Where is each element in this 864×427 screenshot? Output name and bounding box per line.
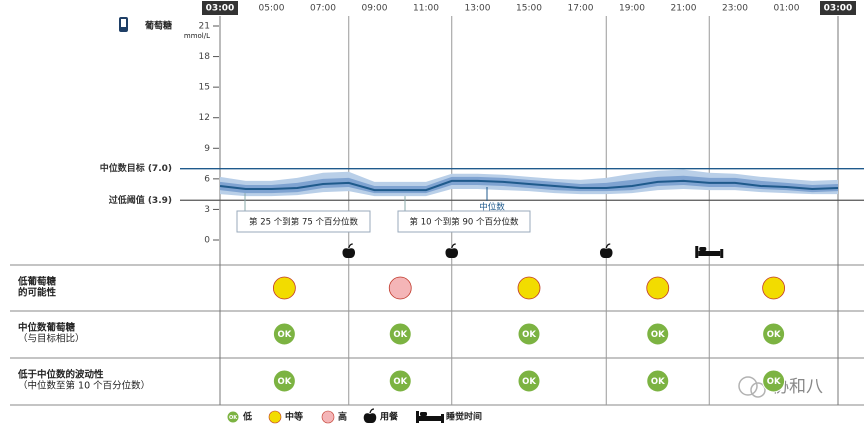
sleep-icon-pillow bbox=[699, 247, 707, 251]
legend-meal-icon bbox=[363, 408, 377, 423]
meal-icon-body bbox=[445, 248, 459, 258]
y-tick-label: 3 bbox=[204, 205, 210, 215]
sleep-icon-frame bbox=[695, 246, 699, 258]
status-label: OK bbox=[767, 377, 781, 387]
y-tick-label: 21 bbox=[199, 22, 210, 32]
sleep-icon bbox=[695, 246, 724, 258]
legend-label: 低 bbox=[242, 411, 252, 423]
x-tick-highlight bbox=[202, 1, 238, 15]
annotation-label: 中位数 bbox=[479, 202, 505, 213]
meal-icon-leaf bbox=[369, 408, 375, 414]
status-circle bbox=[762, 276, 786, 300]
y-tick-label: 12 bbox=[199, 113, 210, 123]
x-tick-label: 19:00 bbox=[619, 4, 645, 14]
legend-label: 用餐 bbox=[379, 411, 399, 423]
sleep-icon-frame bbox=[720, 249, 724, 258]
legend-swatch bbox=[268, 410, 282, 424]
meal-icon-body bbox=[342, 248, 356, 258]
y-tick-label: 15 bbox=[199, 83, 210, 93]
meal-icon bbox=[342, 243, 356, 258]
x-tick-label: 07:00 bbox=[310, 4, 336, 14]
status-circle bbox=[646, 369, 670, 393]
x-tick-highlight bbox=[820, 1, 856, 15]
status-label: OK bbox=[767, 330, 781, 340]
annotation-box bbox=[236, 210, 371, 233]
status-label: OK bbox=[522, 377, 536, 387]
y-tick-label: 6 bbox=[204, 174, 210, 184]
row-label: 的可能性 bbox=[18, 287, 57, 299]
legend-swatch bbox=[226, 410, 240, 424]
row-label: 低于中位数的波动性 bbox=[17, 369, 104, 381]
status-circle bbox=[646, 322, 670, 346]
reference-label: 中位数目标 (7.0) bbox=[100, 162, 172, 174]
x-tick-label: 11:00 bbox=[413, 4, 439, 14]
meal-icon bbox=[599, 243, 613, 258]
status-circle bbox=[762, 322, 786, 346]
annotation-box bbox=[397, 210, 531, 233]
status-circle bbox=[762, 369, 786, 393]
legend-label: 中等 bbox=[285, 411, 303, 423]
meal-icon-leaf bbox=[605, 243, 611, 249]
legend-swatch bbox=[321, 410, 335, 424]
legend-sleep-icon bbox=[416, 411, 444, 423]
status-label: OK bbox=[651, 330, 665, 340]
status-circle bbox=[272, 276, 296, 300]
status-label: OK bbox=[277, 377, 291, 387]
x-tick-label: 21:00 bbox=[671, 4, 697, 14]
median-line bbox=[219, 179, 839, 192]
sleep-icon-frame bbox=[416, 411, 419, 423]
x-tick-label: 13:00 bbox=[465, 4, 491, 14]
y-tick-label: 9 bbox=[204, 144, 210, 154]
x-tick-label: 05:00 bbox=[259, 4, 285, 14]
status-circle bbox=[388, 369, 412, 393]
y-tick-label: 18 bbox=[199, 52, 211, 62]
x-tick-label: 01:00 bbox=[774, 4, 800, 14]
chart-title: 葡萄糖 bbox=[144, 20, 172, 32]
sleep-icon-mattress bbox=[419, 416, 441, 421]
row-label: 低葡萄糖 bbox=[17, 276, 57, 288]
sleep-icon-mattress bbox=[698, 251, 721, 256]
y-axis-unit: mmol/L bbox=[184, 32, 210, 40]
status-circle bbox=[388, 322, 412, 346]
status-label: OK bbox=[393, 330, 407, 340]
status-circle bbox=[517, 276, 541, 300]
status-circle bbox=[517, 369, 541, 393]
x-tick-label: 03:00 bbox=[206, 4, 235, 14]
device-icon-screen bbox=[121, 19, 126, 27]
x-tick-label: 23:00 bbox=[722, 4, 748, 14]
status-circle bbox=[272, 322, 296, 346]
status-circle bbox=[388, 276, 412, 300]
x-tick-label: 03:00 bbox=[824, 4, 853, 14]
status-label: OK bbox=[522, 330, 536, 340]
meal-icon-leaf bbox=[451, 243, 456, 249]
meal-icon-body bbox=[599, 248, 613, 258]
status-circle bbox=[517, 322, 541, 346]
watermark-icon bbox=[738, 376, 766, 398]
sleep-icon-frame bbox=[441, 414, 444, 423]
y-tick-label: 0 bbox=[204, 236, 210, 246]
legend-swatch-label: OK bbox=[229, 415, 238, 421]
status-label: OK bbox=[277, 330, 291, 340]
meal-icon bbox=[445, 243, 459, 258]
x-tick-label: 15:00 bbox=[516, 4, 542, 14]
x-tick-label: 17:00 bbox=[568, 4, 594, 14]
status-label: OK bbox=[651, 377, 665, 387]
meal-icon-body bbox=[363, 413, 377, 423]
row-label: （中位数至第 10 个百分位数） bbox=[18, 380, 150, 392]
status-label: OK bbox=[393, 377, 407, 387]
meal-icon-leaf bbox=[348, 243, 353, 249]
row-label: 中位数葡萄糖 bbox=[18, 322, 76, 334]
reference-label: 过低阈值 (3.9) bbox=[109, 194, 172, 206]
row-label: （与目标相比） bbox=[18, 333, 85, 345]
status-circle bbox=[646, 276, 670, 300]
legend-label: 高 bbox=[338, 411, 347, 423]
annotation-label: 第 10 个到第 90 个百分位数 bbox=[410, 217, 519, 228]
status-circle bbox=[272, 369, 296, 393]
annotation-label: 第 25 个到第 75 个百分位数 bbox=[249, 217, 358, 228]
legend-label: 睡觉时间 bbox=[446, 411, 482, 423]
sleep-icon-pillow bbox=[420, 412, 427, 416]
x-tick-label: 09:00 bbox=[362, 4, 388, 14]
